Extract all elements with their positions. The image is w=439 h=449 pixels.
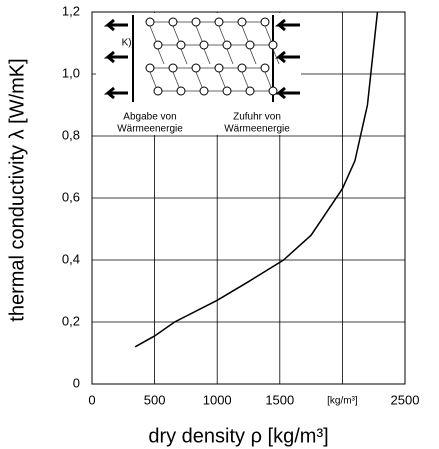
particle — [222, 40, 232, 50]
particle — [191, 17, 201, 27]
x-tick-label: 1000 — [203, 392, 232, 407]
annotation: Abgabe von — [123, 112, 176, 123]
lattice-link — [195, 25, 203, 42]
particle — [145, 63, 155, 73]
particle — [153, 40, 163, 50]
particle — [153, 86, 163, 96]
particle — [268, 40, 278, 50]
particle — [199, 40, 209, 50]
inset-diagram — [96, 13, 301, 135]
lattice-link — [157, 48, 165, 65]
particle — [168, 63, 178, 73]
particle — [237, 17, 247, 27]
x-tick-label: 500 — [144, 392, 166, 407]
particle — [260, 63, 270, 73]
particle — [214, 17, 224, 27]
particle — [245, 86, 255, 96]
particle — [145, 17, 155, 27]
lattice-link — [203, 48, 211, 65]
particle — [191, 63, 201, 73]
x-tick-label: 1500 — [265, 392, 294, 407]
particle — [199, 86, 209, 96]
y-axis-label: thermal conductivity λ [W/mK] — [6, 58, 28, 321]
annotation: Wärmeenergie — [117, 124, 183, 135]
lattice-link — [195, 71, 203, 88]
lattice-link — [149, 25, 157, 42]
plot-frame — [91, 11, 406, 385]
y-tick-label: 0,6 — [62, 189, 80, 204]
annotation: Zufuhr von — [233, 112, 281, 123]
y-tick-label: 0 — [73, 375, 80, 390]
annotation: K)] — [122, 38, 135, 49]
incoming-arrows — [274, 18, 300, 100]
lattice-link — [272, 48, 280, 65]
particle-lattice — [145, 17, 280, 96]
data-line — [134, 11, 379, 348]
annotation: Wärmeenergie — [224, 124, 290, 135]
y-tick-label: 0,8 — [62, 127, 80, 142]
y-tick-label: 0,4 — [62, 251, 80, 266]
lattice-link — [249, 48, 257, 65]
particle — [176, 86, 186, 96]
y-tick-label: 1,0 — [62, 65, 80, 80]
y-tick-label: 1,2 — [62, 3, 80, 18]
particle — [168, 17, 178, 27]
x-tick-label: 0 — [88, 392, 95, 407]
particle — [222, 86, 232, 96]
lattice-link — [264, 25, 272, 42]
x-tick-label: 2500 — [391, 392, 420, 407]
y-tick-label: 0,2 — [62, 313, 80, 328]
x-axis-label: dry density ρ [kg/m³] — [148, 425, 328, 447]
lattice-link — [218, 71, 226, 88]
lattice-link — [241, 25, 249, 42]
particle — [268, 86, 278, 96]
lattice-link — [226, 48, 234, 65]
lattice-link — [180, 48, 188, 65]
inset-background — [96, 13, 301, 135]
particle — [176, 40, 186, 50]
particle — [245, 40, 255, 50]
lattice-link — [172, 71, 180, 88]
lattice-link — [172, 25, 180, 42]
x-tick-label: [kg/m³] — [327, 396, 358, 407]
lattice-link — [241, 71, 249, 88]
lattice-link — [218, 25, 226, 42]
lattice-link — [149, 71, 157, 88]
particle — [214, 63, 224, 73]
outgoing-arrows — [103, 18, 128, 100]
particle — [237, 63, 247, 73]
lattice-link — [264, 71, 272, 88]
particle — [260, 17, 270, 27]
